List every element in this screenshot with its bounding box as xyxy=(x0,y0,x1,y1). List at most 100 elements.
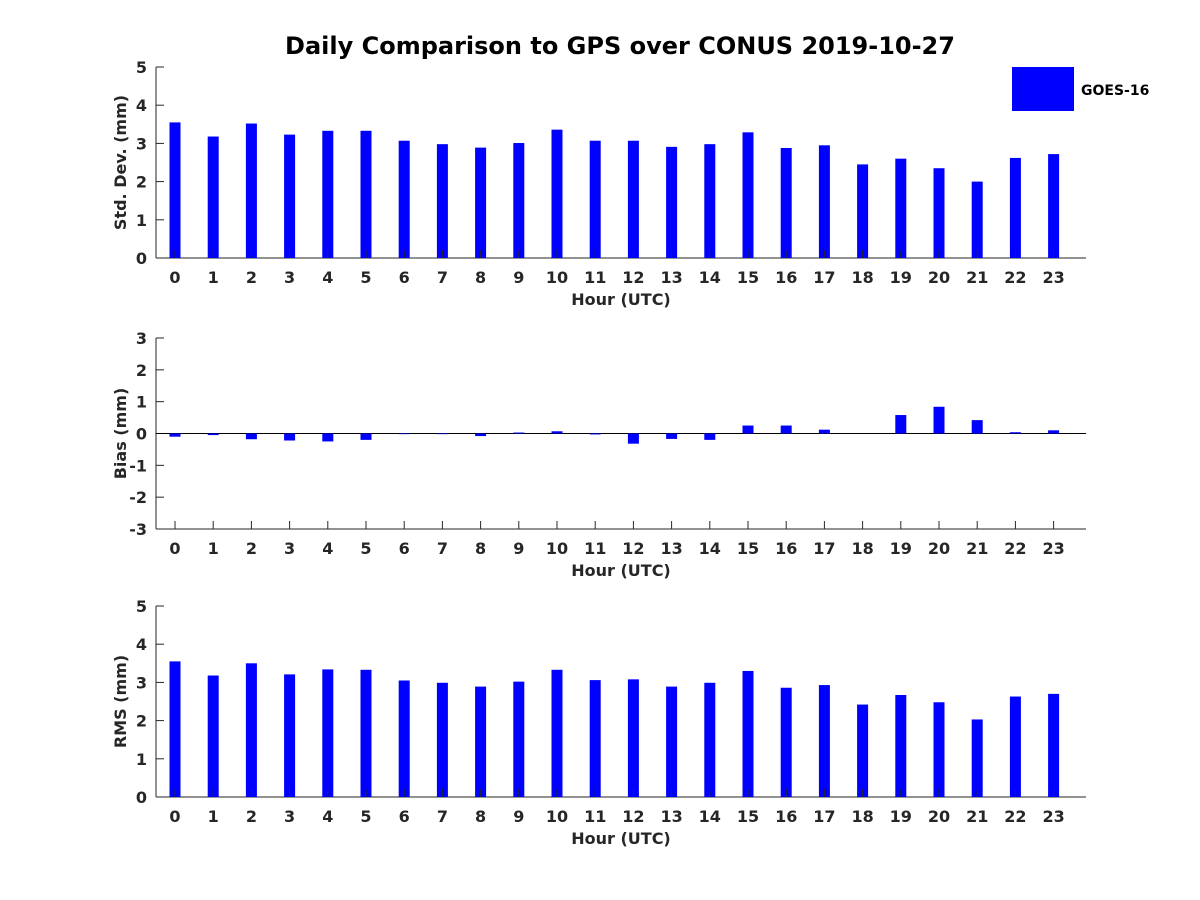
bar xyxy=(169,661,181,797)
bar xyxy=(551,431,563,434)
x-tick-label: 6 xyxy=(399,539,410,558)
bar xyxy=(1048,430,1060,434)
bar xyxy=(245,123,257,258)
x-tick-label: 2 xyxy=(246,539,257,558)
legend-swatch xyxy=(1012,67,1074,111)
x-tick-label: 0 xyxy=(169,268,180,287)
bar xyxy=(895,695,907,797)
bar xyxy=(742,670,754,797)
bar xyxy=(971,719,983,797)
y-tick-label: 4 xyxy=(136,96,147,115)
x-tick-label: 0 xyxy=(169,539,180,558)
x-tick-label: 12 xyxy=(622,807,644,826)
bar xyxy=(818,145,830,258)
y-axis-label: RMS (mm) xyxy=(111,655,130,748)
x-tick-label: 23 xyxy=(1042,539,1064,558)
bar xyxy=(933,406,945,434)
bar xyxy=(513,681,525,797)
x-tick-label: 3 xyxy=(284,807,295,826)
x-tick-label: 5 xyxy=(360,539,371,558)
x-tick-label: 20 xyxy=(928,539,950,558)
y-tick-label: 5 xyxy=(136,597,147,616)
y-axis-label: Bias (mm) xyxy=(111,388,130,480)
bar xyxy=(666,146,678,258)
x-tick-label: 7 xyxy=(437,539,448,558)
x-tick-label: 21 xyxy=(966,539,988,558)
y-tick-label: 0 xyxy=(136,425,147,444)
x-tick-label: 23 xyxy=(1042,268,1064,287)
x-tick-label: 18 xyxy=(851,268,873,287)
bar xyxy=(589,433,601,435)
x-tick-label: 21 xyxy=(966,268,988,287)
y-tick-label: -2 xyxy=(129,488,147,507)
x-tick-label: 16 xyxy=(775,539,797,558)
bar xyxy=(436,433,448,435)
bar xyxy=(780,425,792,434)
x-tick-label: 17 xyxy=(813,539,835,558)
y-tick-label: 3 xyxy=(136,329,147,348)
figure-title: Daily Comparison to GPS over CONUS 2019-… xyxy=(285,32,955,60)
x-tick-label: 7 xyxy=(437,268,448,287)
y-axis-label: Std. Dev. (mm) xyxy=(111,95,130,230)
x-tick-label: 1 xyxy=(208,539,219,558)
x-tick-label: 8 xyxy=(475,807,486,826)
x-tick-label: 23 xyxy=(1042,807,1064,826)
y-tick-label: 3 xyxy=(136,673,147,692)
x-tick-label: 15 xyxy=(737,268,759,287)
x-tick-label: 14 xyxy=(699,268,721,287)
x-tick-label: 22 xyxy=(1004,539,1026,558)
legend: GOES-16 xyxy=(1012,67,1149,111)
y-tick-label: 1 xyxy=(136,750,147,769)
bar xyxy=(818,685,830,797)
x-tick-label: 13 xyxy=(660,807,682,826)
bar xyxy=(895,415,907,434)
bar xyxy=(818,429,830,434)
x-tick-label: 19 xyxy=(890,268,912,287)
bar xyxy=(780,687,792,797)
x-tick-label: 10 xyxy=(546,268,568,287)
bar xyxy=(322,433,334,442)
x-tick-label: 8 xyxy=(475,268,486,287)
x-tick-label: 5 xyxy=(360,807,371,826)
bar xyxy=(284,134,296,258)
y-tick-label: 1 xyxy=(136,211,147,230)
bar xyxy=(589,680,601,797)
x-tick-label: 6 xyxy=(399,807,410,826)
bar xyxy=(398,433,410,435)
x-tick-label: 18 xyxy=(851,807,873,826)
x-tick-label: 4 xyxy=(322,268,333,287)
x-tick-label: 4 xyxy=(322,539,333,558)
x-tick-label: 3 xyxy=(284,539,295,558)
x-tick-label: 9 xyxy=(513,539,524,558)
x-tick-label: 9 xyxy=(513,807,524,826)
bar xyxy=(475,686,487,797)
x-tick-label: 11 xyxy=(584,807,606,826)
bar xyxy=(857,704,869,797)
y-tick-label: 3 xyxy=(136,134,147,153)
bar xyxy=(398,140,410,258)
bar xyxy=(513,432,525,434)
bar xyxy=(475,433,487,437)
y-tick-label: 0 xyxy=(136,788,147,807)
bar xyxy=(398,680,410,797)
bar xyxy=(742,132,754,258)
x-tick-label: 22 xyxy=(1004,268,1026,287)
y-tick-label: 4 xyxy=(136,635,147,654)
y-tick-label: 2 xyxy=(136,712,147,731)
bar xyxy=(436,144,448,258)
bar xyxy=(513,143,525,258)
bar xyxy=(627,679,639,797)
x-tick-label: 21 xyxy=(966,807,988,826)
x-tick-label: 17 xyxy=(813,268,835,287)
x-tick-label: 20 xyxy=(928,807,950,826)
bar xyxy=(1009,696,1021,797)
x-tick-label: 7 xyxy=(437,807,448,826)
bar xyxy=(704,682,716,797)
bar xyxy=(360,130,372,258)
bar xyxy=(704,144,716,258)
x-tick-label: 22 xyxy=(1004,807,1026,826)
x-tick-label: 11 xyxy=(584,268,606,287)
